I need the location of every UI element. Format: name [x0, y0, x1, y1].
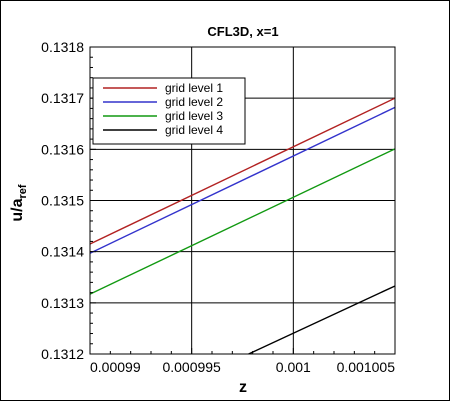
x-tick-label: 0.001 — [276, 359, 311, 375]
y-tick-labels: 0.1312 0.1313 0.1314 0.1315 0.1316 0.1317 0.13… — [41, 39, 84, 362]
x-tick-label: 0.00099 — [90, 359, 141, 375]
series-line-3 — [89, 148, 396, 295]
series-line-1 — [89, 97, 396, 245]
y-tick-label: 0.1318 — [41, 39, 84, 55]
y-tick-label: 0.1312 — [41, 346, 84, 362]
y-axis-label: u/aref — [9, 184, 29, 222]
y-axis-label-main: u/a — [9, 198, 26, 221]
x-tick-label: 0.000995 — [162, 359, 221, 375]
legend-label-4: grid level 4 — [165, 123, 223, 137]
y-axis-label-subscript: ref — [17, 184, 29, 198]
y-tick-label: 0.1316 — [41, 141, 84, 157]
axis-ticks — [89, 46, 396, 355]
series-lines — [89, 97, 396, 355]
y-tick-label: 0.1315 — [41, 193, 84, 209]
y-tick-label: 0.1313 — [41, 295, 84, 311]
series-line-2 — [89, 106, 396, 254]
x-tick-label: 0.001005 — [337, 359, 396, 375]
series-line-4 — [248, 285, 396, 355]
legend-label-1: grid level 1 — [165, 81, 223, 95]
chart-title: CFL3D, x=1 — [207, 24, 278, 39]
x-axis-label: z — [239, 379, 247, 396]
legend-box — [92, 77, 246, 145]
y-tick-label: 0.1314 — [41, 244, 84, 260]
y-tick-label: 0.1317 — [41, 90, 84, 106]
x-tick-labels: 0.00099 0.000995 0.001 0.001005 — [90, 359, 395, 375]
legend-label-2: grid level 2 — [165, 95, 223, 109]
legend-label-3: grid level 3 — [165, 109, 223, 123]
